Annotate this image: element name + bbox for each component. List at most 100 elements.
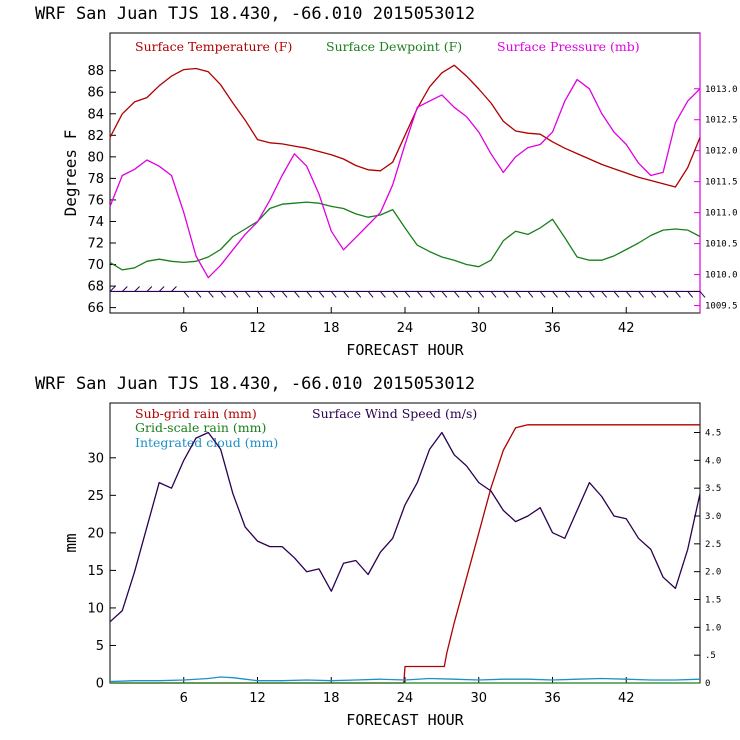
legend-surface-pressure: Surface Pressure (mb) bbox=[497, 39, 640, 54]
series-line-sub-grid-rain-mm bbox=[110, 424, 700, 684]
chart-1-y-ticks: 66 68 70 72 74 76 78 80 82 84 86 88 bbox=[87, 64, 116, 316]
chart-2-legend: Sub-grid rain (mm) Surface Wind Speed (m… bbox=[135, 406, 477, 450]
x-tick-label: 18 bbox=[323, 691, 340, 706]
legend-surface-temperature: Surface Temperature (F) bbox=[135, 39, 292, 54]
y2-tick-label: 0 bbox=[705, 679, 710, 689]
wind-barb bbox=[281, 291, 288, 298]
wind-barb bbox=[625, 291, 632, 298]
y2-tick-label: 1010.0 bbox=[705, 271, 738, 281]
wind-barb bbox=[121, 286, 128, 292]
wind-barb bbox=[675, 291, 681, 298]
y2-tick-label: 1012.0 bbox=[705, 147, 738, 157]
y2-tick-label: 4.0 bbox=[705, 456, 721, 466]
x-tick-label: 42 bbox=[618, 691, 635, 706]
wind-barb bbox=[466, 291, 472, 298]
wind-barb bbox=[478, 291, 485, 298]
chart-1-plot-frame bbox=[109, 32, 701, 314]
y-tick-label: 15 bbox=[87, 564, 104, 579]
y-tick-label: 78 bbox=[87, 172, 104, 187]
chart-2-title: WRF San Juan TJS 18.430, -66.010 2015053… bbox=[35, 374, 475, 394]
y2-tick-label: 3.5 bbox=[705, 484, 721, 494]
wind-barb bbox=[490, 291, 497, 298]
series-line-integrated-cloud-mm bbox=[109, 676, 701, 683]
chart-2-series bbox=[109, 424, 701, 684]
y-tick-label: 5 bbox=[96, 639, 104, 654]
chart-2-y-axis-label: mm bbox=[61, 533, 80, 552]
y-tick-label: 88 bbox=[87, 64, 104, 79]
wind-barb bbox=[687, 291, 694, 298]
wind-barb bbox=[552, 291, 558, 298]
wind-barb bbox=[650, 291, 657, 298]
chart-1-series bbox=[109, 64, 706, 298]
y2-tick-label: 1.5 bbox=[705, 596, 721, 606]
chart-1-y-axis-label: Degrees F bbox=[61, 130, 80, 217]
chart-2-x-ticks: 6 12 18 24 30 36 42 bbox=[180, 677, 635, 706]
wind-barb bbox=[392, 291, 399, 298]
wind-barb bbox=[601, 291, 608, 298]
wind-barb bbox=[515, 291, 522, 298]
chart-1-legend: Surface Temperature (F) Surface Dewpoint… bbox=[135, 39, 640, 54]
legend-grid-scale-rain: Grid-scale rain (mm) bbox=[135, 420, 266, 435]
wind-barb bbox=[220, 291, 227, 298]
wind-barb bbox=[380, 291, 386, 298]
wind-barb bbox=[158, 286, 165, 292]
x-tick-label: 24 bbox=[397, 691, 414, 706]
wind-barb bbox=[367, 291, 374, 298]
wind-barb bbox=[662, 291, 669, 298]
wind-barb bbox=[330, 291, 337, 298]
wind-barb bbox=[195, 291, 202, 298]
wind-barb bbox=[355, 291, 362, 298]
wind-barb bbox=[527, 291, 534, 298]
y2-tick-label: 1011.5 bbox=[705, 178, 738, 188]
x-tick-label: 12 bbox=[249, 321, 266, 336]
wind-barb bbox=[171, 286, 177, 292]
y-tick-label: 80 bbox=[87, 150, 104, 165]
y-tick-label: 0 bbox=[96, 677, 104, 692]
x-tick-label: 42 bbox=[618, 321, 635, 336]
chart-2-y-ticks: 0 5 10 15 20 25 30 bbox=[87, 451, 116, 692]
y-tick-label: 82 bbox=[87, 129, 104, 144]
y2-tick-label: 2.5 bbox=[705, 540, 721, 550]
y-tick-label: 84 bbox=[87, 107, 104, 122]
y2-tick-label: 3.0 bbox=[705, 512, 721, 522]
x-tick-label: 30 bbox=[470, 691, 487, 706]
wind-barb bbox=[502, 291, 509, 298]
y2-tick-label: .5 bbox=[705, 651, 716, 661]
legend-integrated-cloud: Integrated cloud (mm) bbox=[135, 435, 278, 450]
y-tick-label: 72 bbox=[87, 237, 104, 252]
wind-barb bbox=[207, 291, 214, 298]
series-line-surface-dewpoint-f bbox=[109, 201, 701, 271]
chart-1-x-axis-label: FORECAST HOUR bbox=[346, 341, 464, 359]
wind-barb bbox=[257, 291, 263, 298]
y2-tick-label: 1011.0 bbox=[705, 209, 738, 219]
wind-barb bbox=[404, 291, 411, 298]
wind-barb bbox=[306, 291, 313, 298]
y-tick-label: 68 bbox=[87, 280, 104, 295]
wind-barb bbox=[699, 291, 706, 298]
x-tick-label: 36 bbox=[544, 691, 561, 706]
x-tick-label: 36 bbox=[544, 321, 561, 336]
y-tick-label: 20 bbox=[87, 526, 104, 541]
legend-surface-wind-speed: Surface Wind Speed (m/s) bbox=[312, 406, 477, 421]
wind-barb bbox=[613, 291, 620, 298]
wind-barb bbox=[638, 291, 644, 298]
y-tick-label: 76 bbox=[87, 193, 104, 208]
x-tick-label: 30 bbox=[470, 321, 487, 336]
series-line-surface-wind-speed-m-s bbox=[109, 431, 701, 623]
x-tick-label: 6 bbox=[180, 321, 188, 336]
y2-tick-label: 2.0 bbox=[705, 568, 721, 578]
series-line-surface-temperature-f bbox=[109, 64, 701, 188]
y-tick-label: 86 bbox=[87, 86, 104, 101]
chart-1-x-ticks: 6 12 18 24 30 36 42 bbox=[180, 307, 635, 336]
wind-barb bbox=[441, 291, 448, 298]
y2-tick-label: 1010.5 bbox=[705, 240, 738, 250]
wind-barb bbox=[564, 291, 571, 298]
series-line-surface-pressure-mb bbox=[109, 78, 701, 279]
y-tick-label: 70 bbox=[87, 258, 104, 273]
wind-barb bbox=[134, 286, 140, 292]
wind-barb bbox=[293, 291, 300, 298]
x-tick-label: 12 bbox=[249, 691, 266, 706]
chart-2-x-axis-label: FORECAST HOUR bbox=[346, 711, 464, 729]
wind-barb bbox=[109, 286, 116, 292]
